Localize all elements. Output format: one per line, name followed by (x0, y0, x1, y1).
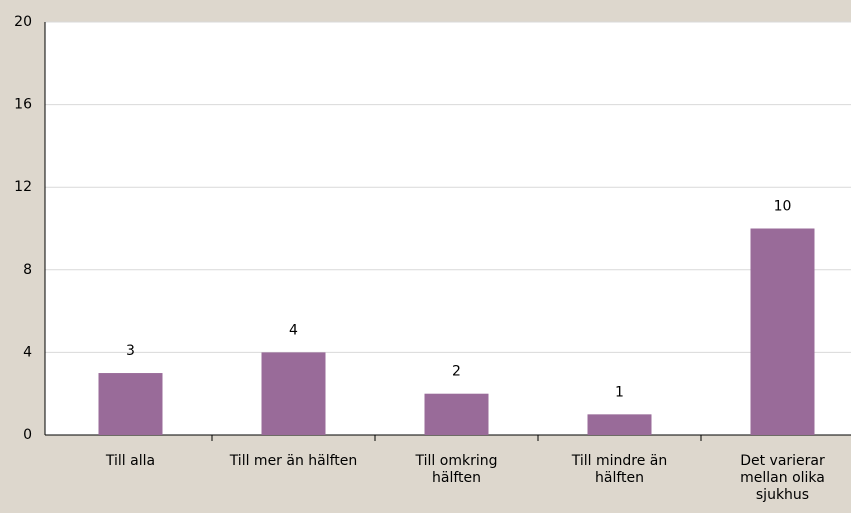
y-tick-label: 4 (23, 344, 32, 360)
y-tick-label: 16 (14, 97, 32, 113)
bar (98, 373, 163, 435)
x-tick-label: Till omkring hälften (415, 453, 498, 486)
bar (261, 352, 326, 435)
data-label: 3 (126, 343, 135, 359)
y-tick-label: 8 (23, 262, 32, 278)
data-label: 4 (289, 322, 298, 338)
y-tick-label: 20 (14, 14, 32, 30)
bar (424, 393, 489, 435)
y-tick-label: 0 (23, 427, 32, 443)
x-tick-label: Det varierar mellan olika sjukhus (740, 453, 825, 503)
data-label: 1 (615, 384, 624, 400)
data-label: 10 (774, 199, 792, 215)
x-tick-label: Till mer än hälften (229, 453, 358, 469)
y-tick-label: 12 (14, 179, 32, 195)
x-tick-label: Till mindre än hälften (571, 453, 668, 486)
data-label: 2 (452, 364, 461, 380)
bar (750, 228, 815, 435)
plot-area (45, 22, 851, 435)
bar (587, 414, 652, 435)
x-tick-label: Till alla (105, 453, 156, 469)
